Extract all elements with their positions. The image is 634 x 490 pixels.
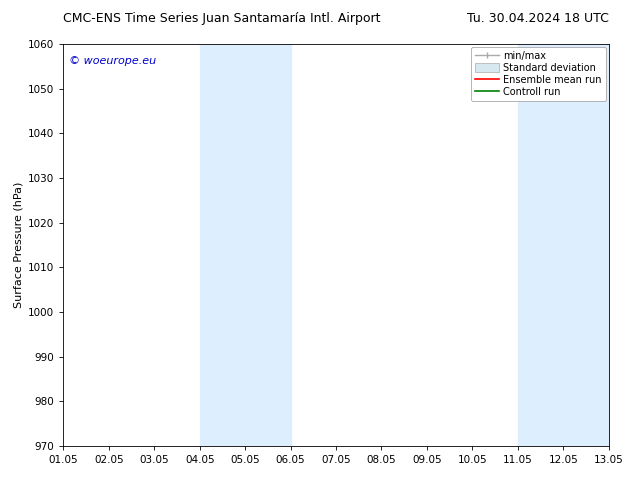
- Text: © woeurope.eu: © woeurope.eu: [69, 56, 156, 66]
- Text: Tu. 30.04.2024 18 UTC: Tu. 30.04.2024 18 UTC: [467, 12, 609, 25]
- Legend: min/max, Standard deviation, Ensemble mean run, Controll run: min/max, Standard deviation, Ensemble me…: [471, 47, 605, 100]
- Text: CMC-ENS Time Series Juan Santamaría Intl. Airport: CMC-ENS Time Series Juan Santamaría Intl…: [63, 12, 381, 25]
- Bar: [518, 44, 609, 446]
- Y-axis label: Surface Pressure (hPa): Surface Pressure (hPa): [14, 182, 24, 308]
- Bar: [200, 44, 290, 446]
